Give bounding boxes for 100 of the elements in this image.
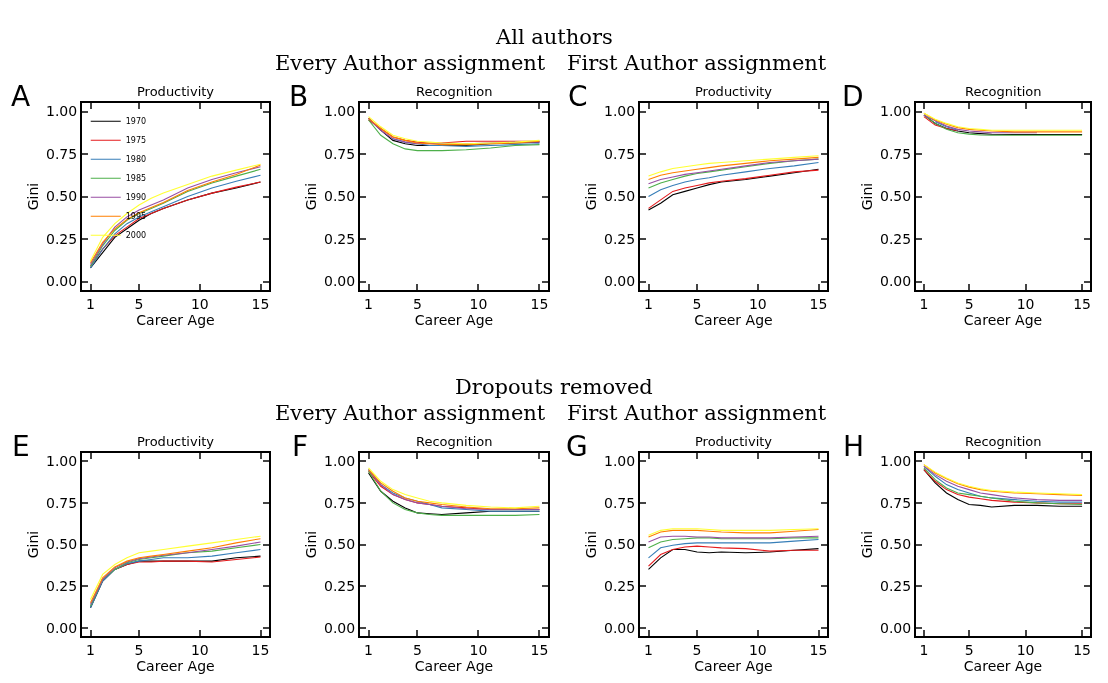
y-tick-label: 1.00 bbox=[604, 453, 636, 470]
x-tick-label: 10 bbox=[469, 641, 488, 658]
x-tick-label: 15 bbox=[1073, 295, 1091, 312]
x-tick-label: 5 bbox=[692, 295, 702, 312]
x-axis-title: Career Age bbox=[414, 311, 494, 328]
chart-title: Productivity bbox=[137, 84, 215, 99]
y-tick-label: 0.50 bbox=[880, 536, 912, 553]
y-axis-title: Gini bbox=[583, 182, 600, 211]
y-tick-label: 0.75 bbox=[604, 494, 636, 511]
y-axis-title: Gini bbox=[859, 182, 876, 211]
text: D bbox=[842, 80, 864, 113]
y-tick-label: 1.00 bbox=[604, 103, 636, 120]
y-tick-label: 0.25 bbox=[46, 230, 78, 247]
x-axis-title: Career Age bbox=[136, 657, 215, 674]
text: First Author assignment bbox=[567, 401, 827, 425]
chart-title: Recognition bbox=[965, 434, 1042, 449]
y-tick-label: 0.50 bbox=[46, 536, 78, 553]
y-tick-label: 0.75 bbox=[880, 494, 912, 511]
y-tick-label: 0.50 bbox=[46, 188, 78, 205]
y-tick-label: 0.25 bbox=[46, 577, 78, 594]
y-tick-label: 0.00 bbox=[604, 619, 636, 636]
chart-title: Productivity bbox=[695, 434, 773, 449]
x-tick-label: 1 bbox=[86, 295, 95, 312]
legend-label: 1970 bbox=[125, 117, 147, 127]
y-axis-title: Gini bbox=[859, 530, 876, 559]
y-axis-title: Gini bbox=[303, 182, 320, 211]
y-tick-label: 0.00 bbox=[46, 273, 78, 290]
x-tick-label: 5 bbox=[964, 641, 974, 658]
x-axis-title: Career Age bbox=[694, 311, 773, 328]
text: C bbox=[568, 80, 588, 113]
y-axis-title: Gini bbox=[25, 530, 42, 559]
text: All authors bbox=[495, 25, 613, 49]
y-tick-label: 1.00 bbox=[324, 453, 356, 470]
legend-label: 1975 bbox=[125, 136, 147, 146]
x-tick-label: 5 bbox=[134, 295, 144, 312]
y-tick-label: 0.50 bbox=[604, 536, 636, 553]
legend-label: 1990 bbox=[125, 193, 147, 203]
y-tick-label: 0.25 bbox=[604, 577, 636, 594]
y-tick-label: 0.00 bbox=[324, 619, 356, 636]
y-tick-label: 0.50 bbox=[324, 188, 356, 205]
x-tick-label: 1 bbox=[644, 295, 653, 312]
x-tick-label: 15 bbox=[530, 641, 549, 658]
legend-label: 2000 bbox=[125, 231, 147, 241]
x-tick-label: 5 bbox=[964, 295, 974, 312]
x-tick-label: 1 bbox=[919, 295, 929, 312]
x-tick-label: 10 bbox=[748, 295, 767, 312]
x-axis-title: Career Age bbox=[694, 657, 773, 674]
y-tick-label: 0.25 bbox=[324, 230, 356, 247]
text: Every Author assignment bbox=[275, 51, 546, 75]
x-axis-title: Career Age bbox=[963, 657, 1043, 674]
x-tick-label: 15 bbox=[809, 641, 828, 658]
x-tick-label: 10 bbox=[748, 641, 767, 658]
x-tick-label: 1 bbox=[644, 641, 653, 658]
chart-title: Recognition bbox=[965, 84, 1042, 99]
text: G bbox=[566, 430, 588, 463]
text: First Author assignment bbox=[567, 51, 827, 75]
text: E bbox=[12, 430, 30, 463]
y-tick-label: 0.50 bbox=[604, 188, 636, 205]
y-tick-label: 0.00 bbox=[46, 619, 78, 636]
text: H bbox=[843, 430, 865, 463]
y-axis-title: Gini bbox=[583, 530, 600, 559]
x-tick-label: 15 bbox=[1073, 641, 1091, 658]
y-tick-label: 1.00 bbox=[46, 453, 78, 470]
x-tick-label: 15 bbox=[251, 295, 270, 312]
y-tick-label: 0.75 bbox=[46, 494, 78, 511]
y-tick-label: 0.25 bbox=[880, 577, 912, 594]
y-tick-label: 1.00 bbox=[880, 453, 912, 470]
x-tick-label: 15 bbox=[251, 641, 270, 658]
y-tick-label: 0.00 bbox=[324, 273, 356, 290]
y-axis-title: Gini bbox=[25, 182, 42, 211]
x-tick-label: 1 bbox=[364, 641, 374, 658]
chart-title: Recognition bbox=[416, 434, 493, 449]
y-tick-label: 0.25 bbox=[880, 230, 912, 247]
x-tick-label: 5 bbox=[692, 641, 702, 658]
text: Dropouts removed bbox=[455, 375, 653, 399]
y-tick-label: 1.00 bbox=[880, 103, 912, 120]
text: F bbox=[292, 430, 309, 463]
x-tick-label: 1 bbox=[364, 295, 374, 312]
y-tick-label: 0.00 bbox=[604, 273, 636, 290]
y-tick-label: 0.00 bbox=[880, 619, 912, 636]
x-tick-label: 10 bbox=[190, 641, 209, 658]
x-tick-label: 10 bbox=[190, 295, 209, 312]
y-axis-title: Gini bbox=[303, 530, 320, 559]
legend-label: 1980 bbox=[125, 155, 147, 165]
text: B bbox=[289, 80, 309, 113]
text: A bbox=[11, 80, 31, 113]
x-axis-title: Career Age bbox=[963, 311, 1043, 328]
chart-title: Productivity bbox=[695, 84, 773, 99]
x-tick-label: 10 bbox=[1016, 641, 1035, 658]
x-tick-label: 15 bbox=[530, 295, 549, 312]
text: Every Author assignment bbox=[275, 401, 546, 425]
y-tick-label: 0.25 bbox=[604, 230, 636, 247]
y-tick-label: 0.75 bbox=[46, 145, 78, 162]
y-tick-label: 1.00 bbox=[46, 103, 78, 120]
x-tick-label: 5 bbox=[412, 295, 422, 312]
chart-title: Recognition bbox=[416, 84, 493, 99]
x-tick-label: 1 bbox=[86, 641, 95, 658]
y-tick-label: 0.25 bbox=[324, 577, 356, 594]
x-tick-label: 15 bbox=[809, 295, 828, 312]
y-tick-label: 0.75 bbox=[880, 145, 912, 162]
